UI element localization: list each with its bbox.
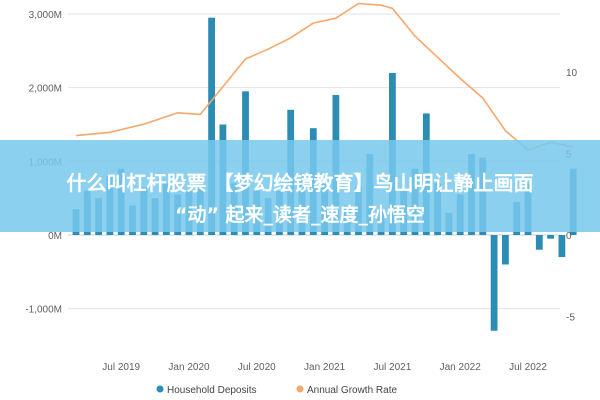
banner-title-line-2: “动” 起来_读者_速度_孙悟空 <box>174 204 426 226</box>
legend-bar-marker <box>156 385 164 393</box>
overlay-banner: 什么叫杠杆股票 【梦幻绘镜教育】鸟山明让静止画面 “动” 起来_读者_速度_孙悟… <box>0 140 600 232</box>
left-tick-label: 2,000M <box>29 84 62 95</box>
bar <box>502 235 509 265</box>
legend-line-marker <box>296 385 304 393</box>
x-tick-label: Jul 2021 <box>373 362 411 373</box>
left-tick-label: 3,000M <box>29 10 62 21</box>
bar <box>535 235 543 250</box>
x-tick-label: Jan 2020 <box>168 362 210 373</box>
banner-title-line-1: 什么叫杠杆股票 【梦幻绘镜教育】鸟山明让静止画面 <box>66 171 534 195</box>
x-tick-label: Jul 2020 <box>238 362 276 373</box>
x-tick-label: Jan 2021 <box>304 362 346 373</box>
right-tick-label: -5 <box>566 313 575 324</box>
x-tick-label: Jan 2022 <box>440 362 482 373</box>
legend: Household Deposits Annual Growth Rate <box>156 385 397 396</box>
growth-rate-line <box>75 2 574 151</box>
legend-bar-label: Household Deposits <box>167 385 257 396</box>
right-tick-label: 0 <box>566 231 572 242</box>
bar <box>208 17 215 235</box>
bar <box>547 235 554 239</box>
right-tick-label: 10 <box>566 68 578 79</box>
left-tick-label: -1,000M <box>25 305 62 316</box>
line-series <box>75 2 574 151</box>
x-tick-label: Jul 2019 <box>102 362 140 373</box>
x-axis-ticks: Jul 2019 Jan 2020 Jul 2020 Jan 2021 Jul 2021… <box>102 362 547 373</box>
bar <box>490 235 498 331</box>
left-tick-label: 0M <box>48 231 62 242</box>
legend-line-label: Annual Growth Rate <box>307 385 397 396</box>
bar <box>558 235 566 258</box>
x-tick-label: Jul 2022 <box>509 362 547 373</box>
